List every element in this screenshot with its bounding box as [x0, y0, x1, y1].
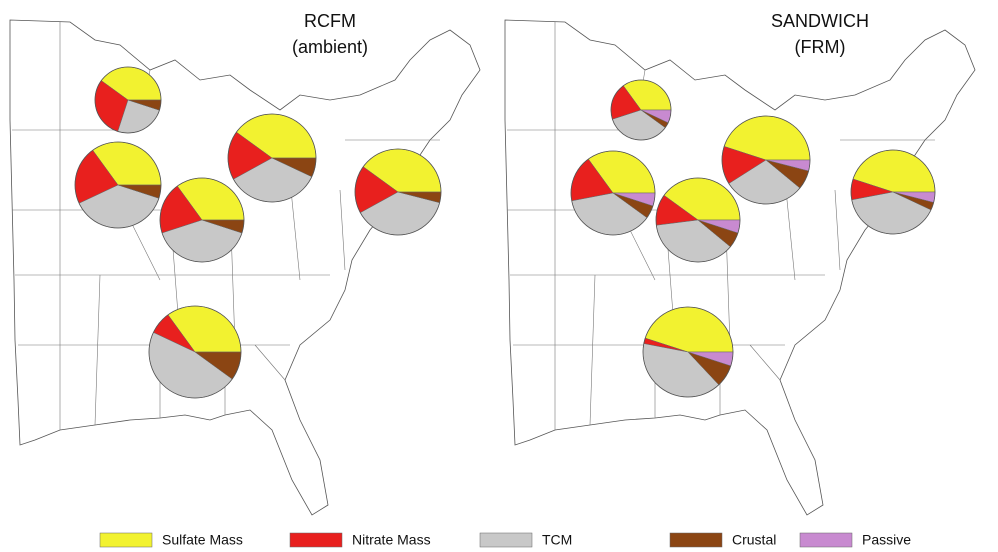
map-outline — [504, 19, 976, 516]
map-title: SANDWICH — [771, 11, 869, 31]
map-outline — [9, 19, 481, 516]
legend-label: Passive — [862, 532, 911, 548]
pie-border — [570, 150, 656, 236]
legend-swatch — [99, 532, 153, 548]
legend-label: Crustal — [732, 532, 776, 548]
pie-border — [148, 305, 242, 399]
pie-border — [94, 66, 162, 134]
pie-border — [850, 149, 936, 235]
pie-border — [610, 79, 672, 141]
map-title: RCFM — [304, 11, 356, 31]
legend-swatch — [799, 532, 853, 548]
legend-swatch — [289, 532, 343, 548]
pie-border — [655, 177, 741, 263]
legend-label: TCM — [542, 532, 572, 548]
map-subtitle: (ambient) — [292, 37, 368, 57]
pie-border — [159, 177, 245, 263]
pie-border — [354, 148, 442, 236]
legend-swatch — [479, 532, 533, 548]
pie-border — [74, 141, 162, 229]
pie-border — [227, 113, 317, 203]
legend-label: Nitrate Mass — [352, 532, 431, 548]
legend-label: Sulfate Mass — [162, 532, 243, 548]
legend-swatch — [669, 532, 723, 548]
map-subtitle: (FRM) — [795, 37, 846, 57]
pie-border — [642, 306, 734, 398]
pie-border — [721, 115, 811, 205]
